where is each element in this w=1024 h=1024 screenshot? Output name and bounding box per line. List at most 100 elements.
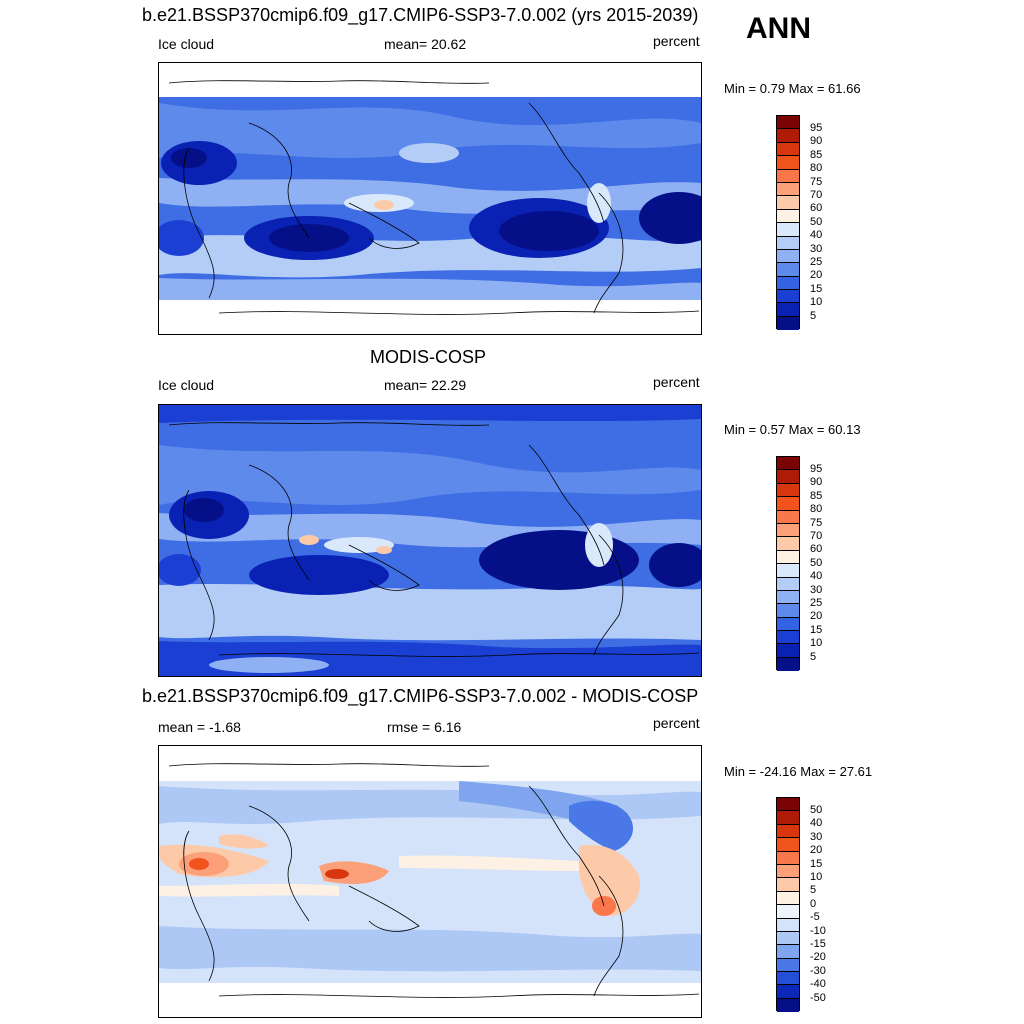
colorbar-tick-label: -50	[810, 991, 826, 1004]
colorbar-tick-label: 50	[810, 804, 823, 816]
colorbar-swatch	[777, 631, 799, 645]
colorbar-tick-label: 85	[810, 489, 823, 502]
colorbar-tick-label: 95	[810, 122, 823, 134]
season-label: ANN	[746, 12, 811, 45]
colorbar-swatch	[777, 931, 799, 946]
colorbar-tick-label: 5	[810, 884, 817, 897]
colorbar-tick-label: 95	[810, 463, 823, 475]
colorbar-swatch	[777, 878, 799, 892]
panel3-rmse-label: rmse = 6.16	[387, 719, 462, 735]
colorbar-swatch	[777, 249, 799, 264]
colorbar-swatch	[777, 223, 799, 237]
colorbar-tick-label: 70	[810, 530, 823, 542]
colorbar-tick-label: 10	[810, 637, 823, 650]
colorbar-tick-label: 40	[810, 229, 823, 242]
colorbar-swatch	[777, 116, 799, 130]
colorbar-tick-label: 5	[810, 650, 817, 663]
colorbar-swatch	[777, 604, 799, 618]
panel3-title: b.e21.BSSP370cmip6.f09_g17.CMIP6-SSP3-7.…	[142, 686, 699, 706]
colorbar-swatch	[777, 550, 799, 565]
colorbar-swatch	[777, 958, 799, 973]
panel2-map	[158, 404, 702, 677]
colorbar-tick-label: -30	[810, 964, 826, 977]
colorbar-tick-label: -5	[810, 911, 820, 924]
colorbar-swatch	[777, 537, 799, 551]
colorbar-swatch	[777, 316, 799, 331]
colorbar-tick-label: 20	[810, 269, 823, 282]
panel2-minmax: Min = 0.57 Max = 60.13	[724, 422, 861, 437]
panel1-units-label: percent	[653, 33, 700, 49]
panel2-mean-label: mean= 22.29	[384, 377, 467, 393]
panel1-title: b.e21.BSSP370cmip6.f09_g17.CMIP6-SSP3-7.…	[142, 5, 699, 25]
panel3-map	[158, 745, 702, 1018]
colorbar-tick-label: 25	[810, 256, 823, 268]
colorbar-tick-label: 40	[810, 817, 823, 830]
colorbar-tick-label: 0	[810, 897, 817, 910]
colorbar-tick-label: 30	[810, 242, 823, 255]
colorbar-swatch	[777, 972, 799, 986]
panel2-colorbar	[776, 456, 800, 672]
panel1-left-label: Ice cloud	[158, 36, 215, 52]
colorbar-tick-label: 60	[810, 202, 823, 215]
colorbar-swatch	[777, 510, 799, 524]
colorbar-swatch	[777, 945, 799, 959]
colorbar-tick-label: 80	[810, 162, 823, 175]
colorbar-swatch	[777, 182, 799, 197]
colorbar-swatch	[777, 303, 799, 317]
colorbar-swatch	[777, 918, 799, 932]
colorbar-swatch	[777, 811, 799, 825]
colorbar-swatch	[777, 864, 799, 879]
panel1-colorbar	[776, 115, 800, 331]
colorbar-swatch	[777, 617, 799, 632]
panel3-mean-label: mean = -1.68	[158, 719, 241, 735]
colorbar-tick-label: 10	[810, 871, 823, 883]
colorbar-swatch	[777, 644, 799, 658]
colorbar-tick-label: -20	[810, 951, 826, 964]
panel2-left-label: Ice cloud	[158, 377, 215, 393]
colorbar-tick-label: 70	[810, 189, 823, 201]
colorbar-tick-label: 30	[810, 830, 823, 843]
colorbar-tick-label: -15	[810, 938, 826, 950]
colorbar-swatch	[777, 142, 799, 157]
colorbar-swatch	[777, 236, 799, 250]
colorbar-tick-label: 15	[810, 282, 823, 295]
colorbar-swatch	[777, 905, 799, 919]
panel2-title: MODIS-COSP	[370, 347, 487, 367]
colorbar-swatch	[777, 209, 799, 224]
colorbar-tick-label: 90	[810, 135, 823, 148]
colorbar-tick-label: 60	[810, 543, 823, 556]
colorbar-tick-label: 40	[810, 570, 823, 583]
colorbar-swatch	[777, 851, 799, 865]
panel1-mean-label: mean= 20.62	[384, 36, 467, 52]
colorbar-swatch	[777, 798, 799, 812]
colorbar-tick-label: 20	[810, 610, 823, 623]
colorbar-swatch	[777, 985, 799, 999]
colorbar-tick-label: 15	[810, 857, 823, 870]
panel1-minmax: Min = 0.79 Max = 61.66	[724, 81, 861, 96]
colorbar-tick-label: 75	[810, 175, 823, 188]
colorbar-tick-label: 85	[810, 148, 823, 161]
colorbar-tick-label: 30	[810, 583, 823, 596]
colorbar-tick-label: -10	[810, 924, 826, 937]
colorbar-swatch	[777, 998, 799, 1013]
colorbar-swatch	[777, 156, 799, 170]
colorbar-swatch	[777, 891, 799, 906]
colorbar-swatch	[777, 457, 799, 471]
colorbar-tick-label: 5	[810, 309, 817, 322]
colorbar-tick-label: 80	[810, 503, 823, 516]
panel2-units-label: percent	[653, 374, 700, 390]
colorbar-swatch	[777, 290, 799, 304]
colorbar-swatch	[777, 276, 799, 291]
colorbar-swatch	[777, 523, 799, 538]
colorbar-swatch	[777, 129, 799, 143]
colorbar-swatch	[777, 564, 799, 578]
panel3-colorbar	[776, 797, 800, 1013]
colorbar-tick-label: 25	[810, 597, 823, 609]
colorbar-swatch	[777, 824, 799, 839]
colorbar-swatch	[777, 263, 799, 277]
colorbar-swatch	[777, 497, 799, 511]
colorbar-swatch	[777, 590, 799, 605]
panel3-units-label: percent	[653, 715, 700, 731]
panel3-minmax: Min = -24.16 Max = 27.61	[724, 764, 873, 779]
colorbar-tick-label: -40	[810, 978, 826, 991]
